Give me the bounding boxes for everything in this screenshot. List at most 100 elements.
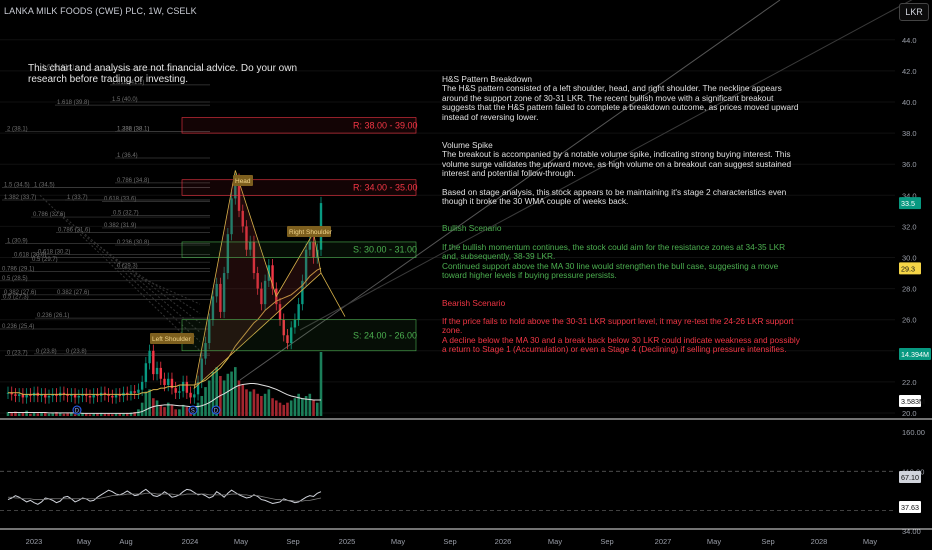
- volume-bar: [14, 411, 17, 416]
- time-tick: Sep: [286, 537, 299, 546]
- price-tick: 36.0: [902, 160, 917, 169]
- volume-bar: [43, 412, 47, 416]
- disclaimer-note: This chart and analysis are not financia…: [28, 63, 298, 85]
- volume-bar: [107, 413, 110, 416]
- candle-body: [21, 394, 25, 398]
- candle-body: [219, 283, 222, 312]
- long-trend-line: [299, 0, 913, 331]
- volume-bar: [174, 409, 177, 416]
- volume-bar: [129, 412, 133, 416]
- pattern-labels: Head Right Shoulder Left Shoulder D S D: [72, 175, 333, 415]
- fib-level-label: 1 (30.9): [7, 239, 28, 245]
- fib-level-label: 1 (36.4): [117, 153, 138, 159]
- candle-body: [96, 394, 99, 396]
- time-tick: 2026: [495, 537, 512, 546]
- fan-line: [111, 257, 201, 314]
- candle-body: [297, 304, 300, 320]
- volume-bar: [6, 412, 10, 416]
- candle-body: [103, 392, 107, 395]
- volume-bar: [204, 387, 207, 416]
- candle-body: [189, 392, 192, 398]
- fib-level-label: 1 (34.5): [34, 183, 55, 189]
- volume-bar: [185, 407, 189, 416]
- time-tick: May: [707, 537, 721, 546]
- candle-body: [152, 350, 155, 375]
- time-tick: 2025: [339, 537, 356, 546]
- fib-level-label: 0.786 (29.1): [2, 266, 34, 272]
- candle-body: [301, 280, 304, 305]
- candle-body: [234, 179, 237, 199]
- price-tick: 34.0: [902, 191, 917, 200]
- volume-bar: [170, 404, 174, 416]
- fib-level-label: 0.236 (26.1): [37, 313, 69, 319]
- volume-bars: [6, 352, 323, 416]
- fan-line: [39, 194, 201, 352]
- volume-bar: [196, 402, 200, 416]
- candle-body: [208, 319, 211, 344]
- fib-level-label: 0 (23.7): [7, 350, 28, 356]
- candle-body: [167, 378, 170, 386]
- volume-bar: [155, 400, 159, 416]
- zone-box: [181, 117, 417, 134]
- candle-body: [88, 395, 92, 398]
- ma30-line: [8, 267, 322, 395]
- candle-body: [148, 350, 151, 364]
- volume-bar: [122, 413, 125, 416]
- price-badge-label: 3.583M: [901, 397, 925, 406]
- volume-bar: [286, 402, 289, 416]
- time-tick: May: [548, 537, 562, 546]
- zone-box: [181, 241, 417, 258]
- candle-body: [81, 394, 84, 396]
- volume-bar: [118, 413, 122, 416]
- volume-text: The breakout is accompanied by a notable…: [442, 149, 792, 179]
- candle-body: [118, 394, 121, 396]
- candle-body: [193, 394, 196, 398]
- candle-body: [245, 226, 248, 250]
- fib-level-label: 0.382 (27.6): [4, 290, 36, 296]
- fib-level-label: 0.786 (31.6): [58, 228, 90, 234]
- fib-level-label: 1.382 (33.7): [4, 195, 36, 201]
- volume-bar: [267, 389, 271, 416]
- candle-body: [25, 394, 28, 398]
- candle-body: [170, 378, 174, 389]
- volume-bar: [32, 412, 36, 416]
- pattern-label: Left Shoulder: [152, 336, 192, 343]
- volume-bar: [271, 398, 274, 416]
- volume-ma: [8, 383, 321, 414]
- candle-body: [196, 381, 200, 395]
- stage-text: Based on stage analysis, this stock appe…: [442, 186, 787, 207]
- pattern-label: Head: [235, 178, 251, 185]
- candle-body: [308, 241, 312, 250]
- price-badge: [899, 471, 921, 483]
- candle-body: [17, 394, 21, 396]
- volume-bar: [40, 412, 43, 416]
- volume-bar: [96, 413, 99, 416]
- volume-bar: [103, 413, 107, 416]
- currency-button[interactable]: LKR: [899, 3, 929, 21]
- time-tick: Sep: [443, 537, 456, 546]
- price-badge-label: 29.3: [901, 264, 915, 273]
- volume-bar: [233, 367, 237, 416]
- volume-bar: [178, 409, 181, 416]
- candle-body: [286, 335, 289, 344]
- hs-title: H&S Pattern Breakdown: [442, 74, 532, 84]
- volume-bar: [274, 400, 278, 416]
- candle-body: [111, 395, 114, 398]
- volume-bar: [125, 412, 129, 416]
- volume-bar: [111, 414, 114, 416]
- fib-level-label: 0.5 (27.3): [3, 294, 29, 300]
- time-tick: Aug: [119, 537, 132, 546]
- time-axis: 2023 May Aug 2024 May Sep 2025 May Sep 2026 May Sep…: [26, 537, 878, 546]
- volume-bar: [47, 413, 51, 416]
- event-marker: [72, 405, 82, 415]
- volume-bar: [66, 413, 69, 416]
- price-badge: [899, 262, 921, 275]
- fib-level-label: 0.786 (34.8): [117, 178, 149, 184]
- fib-level-label: 2 (38.1): [7, 127, 28, 133]
- volume-bar: [55, 412, 58, 416]
- candle-body: [278, 304, 282, 320]
- rsi-tick: 34.00: [902, 527, 921, 536]
- support-resistance-zones: R: 38.00 - 39.00 R: 34.00 - 35.00 S: 30.00…: [181, 117, 418, 352]
